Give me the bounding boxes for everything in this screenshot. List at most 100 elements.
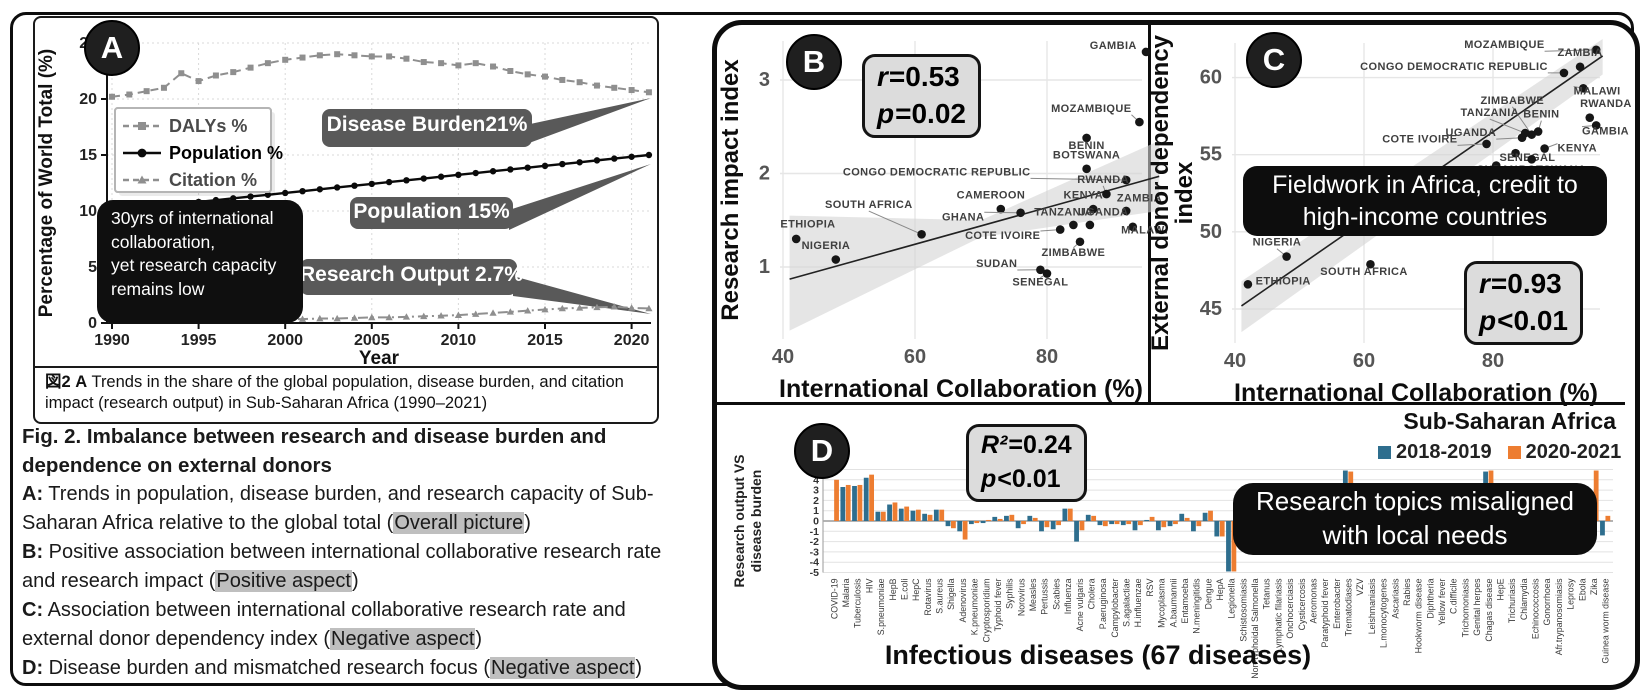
- svg-text:2000: 2000: [267, 332, 303, 349]
- svg-text:Malaria: Malaria: [841, 578, 851, 607]
- svg-text:Ascariasis: Ascariasis: [1390, 578, 1400, 619]
- svg-text:Leishmaniasis: Leishmaniasis: [1367, 578, 1377, 634]
- description-item-b: B: Positive association between internat…: [22, 541, 662, 592]
- panel-a: 19901995200020052010201520200510152025Ye…: [33, 16, 659, 424]
- svg-text:20: 20: [79, 91, 97, 108]
- svg-text:HepC: HepC: [911, 578, 921, 601]
- highlight-negative-aspect-d: Negative aspect: [490, 657, 636, 679]
- svg-text:CAMEROON: CAMEROON: [957, 190, 1026, 202]
- svg-text:GAMBIA: GAMBIA: [1090, 40, 1137, 52]
- svg-text:MOZAMBIQUE: MOZAMBIQUE: [1464, 39, 1544, 51]
- note-line: collaboration,: [111, 231, 216, 252]
- svg-text:40: 40: [1224, 350, 1246, 372]
- svg-text:80: 80: [1036, 346, 1058, 368]
- svg-text:-4: -4: [810, 557, 819, 569]
- highlight-overall-picture: Overall picture: [393, 512, 525, 534]
- note-line: remains low: [111, 278, 205, 299]
- svg-text:HepE: HepE: [1495, 578, 1505, 600]
- svg-text:SUDAN: SUDAN: [976, 258, 1017, 270]
- svg-text:55: 55: [1200, 144, 1222, 166]
- svg-text:4: 4: [813, 474, 819, 486]
- description-title: Fig. 2. Imbalance between research and d…: [22, 425, 607, 477]
- population-callout: Population 15%: [350, 197, 513, 229]
- svg-text:2005: 2005: [354, 332, 390, 349]
- svg-text:Diphtheria: Diphtheria: [1425, 578, 1435, 618]
- svg-text:KENYA: KENYA: [1558, 143, 1598, 155]
- svg-text:Cysticercosis: Cysticercosis: [1297, 578, 1307, 630]
- svg-text:Guinea worm disease: Guinea worm disease: [1601, 578, 1611, 663]
- panel-b-stats-box: r=0.53 p=0.02: [862, 54, 981, 138]
- svg-text:Echinococcosis: Echinococcosis: [1531, 578, 1541, 639]
- svg-text:1990: 1990: [94, 332, 130, 349]
- note-line: yet research capacity: [111, 255, 277, 276]
- svg-text:TANZANIA: TANZANIA: [1034, 207, 1093, 219]
- svg-text:MALAWI: MALAWI: [1574, 86, 1621, 98]
- svg-text:3: 3: [813, 485, 819, 497]
- svg-text:Entamoeba: Entamoeba: [1180, 578, 1190, 623]
- svg-text:C.difficile: C.difficile: [1449, 578, 1459, 614]
- svg-text:disease burden: disease burden: [748, 470, 764, 573]
- svg-text:Yellow fever: Yellow fever: [1437, 578, 1447, 625]
- svg-text:Campylobacter: Campylobacter: [1110, 578, 1120, 637]
- svg-text:Research output VS: Research output VS: [731, 454, 747, 587]
- svg-text:External donor dependency: External donor dependency: [1147, 34, 1174, 351]
- svg-text:60: 60: [904, 346, 926, 368]
- svg-text:HepB: HepB: [888, 578, 898, 600]
- svg-text:Cryptosporidium: Cryptosporidium: [981, 579, 991, 643]
- svg-text:TANZANIA: TANZANIA: [1460, 107, 1519, 119]
- svg-text:Lymphatic filariasis: Lymphatic filariasis: [1273, 578, 1283, 653]
- panel-c-badge: C: [1246, 32, 1302, 88]
- svg-text:HepA: HepA: [1215, 578, 1225, 600]
- svg-text:ZIMBABWE: ZIMBABWE: [1480, 95, 1544, 107]
- svg-text:2020: 2020: [614, 332, 650, 349]
- svg-text:GAMBIA: GAMBIA: [1582, 126, 1629, 138]
- svg-text:Enterobacter: Enterobacter: [1332, 578, 1342, 628]
- blue-swatch-icon: [1378, 446, 1391, 459]
- svg-text:S.pneumoniae: S.pneumoniae: [876, 578, 886, 635]
- svg-text:UGANDA: UGANDA: [1446, 127, 1497, 139]
- svg-text:Typhoid fever: Typhoid fever: [993, 578, 1003, 631]
- svg-text:Rotavirus: Rotavirus: [923, 578, 933, 616]
- panel-c-stats-box: r=0.93 p<0.01: [1464, 261, 1583, 345]
- svg-text:NIGERIA: NIGERIA: [1253, 237, 1302, 249]
- svg-text:UGANDA: UGANDA: [1078, 207, 1129, 219]
- svg-text:RWANDA: RWANDA: [1580, 98, 1632, 110]
- highlight-positive-aspect: Positive aspect: [215, 570, 352, 592]
- svg-text:CONGO DEMOCRATIC REPUBLIC: CONGO DEMOCRATIC REPUBLIC: [843, 166, 1031, 178]
- svg-text:K.pneumoniae: K.pneumoniae: [970, 578, 980, 635]
- svg-text:40: 40: [772, 346, 794, 368]
- svg-text:MALAWI: MALAWI: [1121, 224, 1168, 236]
- svg-text:Gonorrhoea: Gonorrhoea: [1542, 578, 1552, 625]
- panel-a-caption: 図2 A Trends in the share of the global p…: [35, 366, 657, 422]
- legend-item-2020-2021: 2020-2021: [1507, 441, 1621, 464]
- description-item-c: C: Association between international col…: [22, 599, 626, 650]
- svg-text:-5: -5: [810, 567, 819, 579]
- svg-text:Measles: Measles: [1028, 578, 1038, 611]
- panel-b-badge: B: [786, 34, 842, 90]
- svg-text:VZV: VZV: [1355, 578, 1365, 595]
- svg-text:60: 60: [1353, 350, 1375, 372]
- svg-text:COTE IVOIRE: COTE IVOIRE: [965, 230, 1040, 242]
- svg-text:Zika: Zika: [1589, 578, 1599, 595]
- svg-text:5: 5: [88, 259, 97, 276]
- svg-text:ZAMBIA: ZAMBIA: [1557, 47, 1602, 59]
- svg-text:0: 0: [88, 315, 97, 332]
- svg-text:Hookworm disease: Hookworm disease: [1414, 578, 1424, 653]
- svg-text:Ebola: Ebola: [1577, 578, 1587, 601]
- svg-text:GHANA: GHANA: [942, 211, 984, 223]
- svg-text:DALYs %: DALYs %: [169, 116, 247, 136]
- panel-d-bar-chart: 543210-1-2-3-4-5COVID-19MalariaTuberculo…: [731, 454, 1613, 679]
- svg-text:-3: -3: [810, 546, 819, 558]
- svg-text:CONGO DEMOCRATIC REPUBLIC: CONGO DEMOCRATIC REPUBLIC: [1360, 61, 1548, 73]
- svg-text:60: 60: [1200, 67, 1222, 89]
- svg-text:Tetanus: Tetanus: [1262, 578, 1272, 609]
- svg-text:15: 15: [79, 147, 97, 164]
- svg-text:ZIMBABWE: ZIMBABWE: [1042, 247, 1106, 259]
- svg-text:ZAMBIA: ZAMBIA: [1117, 193, 1162, 205]
- svg-text:2: 2: [759, 163, 770, 185]
- panel-d-legend: 2018-2019 2020-2021: [1378, 441, 1621, 464]
- svg-text:Year: Year: [359, 348, 400, 369]
- panel-d-black-note: Research topics misaligned with local ne…: [1233, 483, 1597, 555]
- svg-text:SENEGAL: SENEGAL: [1499, 152, 1555, 164]
